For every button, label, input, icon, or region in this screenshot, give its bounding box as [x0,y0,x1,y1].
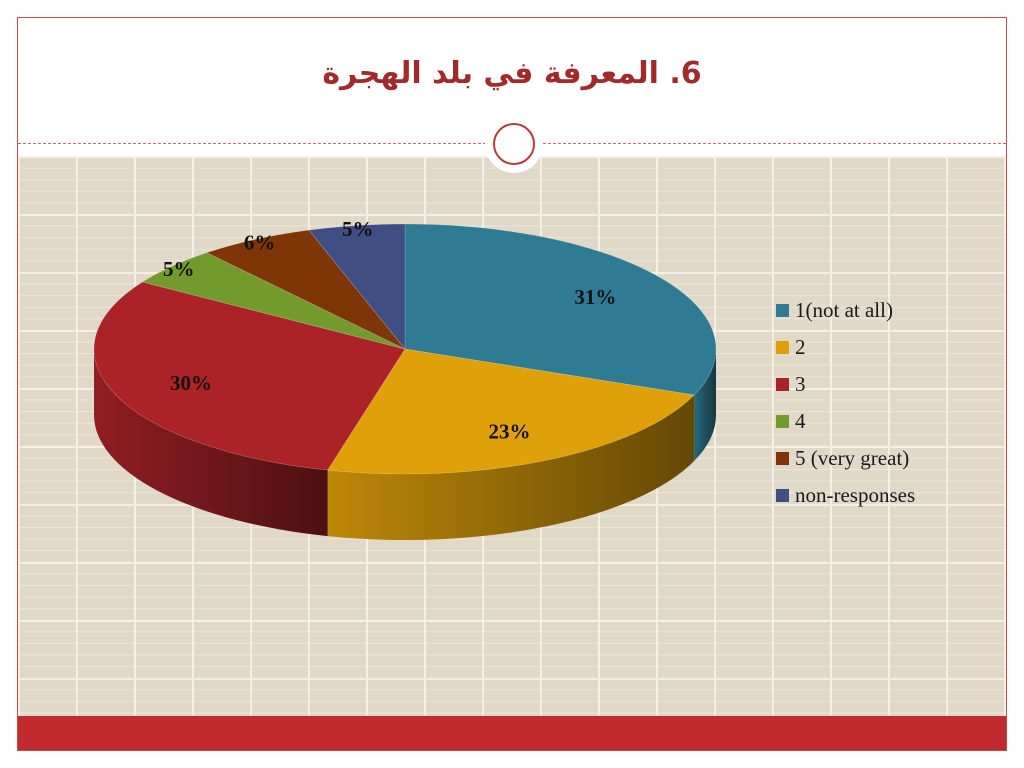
legend-label-2: 3 [795,372,806,396]
bottom-bar [18,716,1006,750]
legend-swatch-1 [776,340,789,354]
pie-slice-4 [205,229,406,350]
pie-slice-3 [141,252,406,350]
data-label-5: 5% [342,217,374,241]
legend-label-3: 4 [795,409,806,433]
pie-slice-2 [93,281,406,471]
legend-item-4: 5 (very great) [776,440,915,477]
legend-label-4: 5 (very great) [795,446,910,470]
data-label-3: 5% [163,257,195,281]
pie-top [93,223,717,475]
legend-label-5: non-responses [795,483,916,507]
legend-item-5: non-responses [776,477,915,514]
pie-side-1 [327,395,695,540]
legend-swatch-0 [776,303,789,317]
chart-legend: 1(not at all) 2 3 4 5 (very great) non-respon… [776,292,915,514]
pie-side-0 [694,349,716,462]
legend-swatch-3 [776,414,789,428]
legend-swatch-5 [776,488,789,502]
legend-item-1: 2 [776,329,915,366]
legend-label-1: 2 [795,335,806,359]
legend-item-3: 4 [776,403,915,440]
data-label-4: 6% [244,231,276,255]
data-label-0: 31% [574,285,616,309]
legend-label-0: 1(not at all) [795,298,893,322]
pie-side-2 [94,349,328,537]
data-label-1: 23% [488,419,530,443]
slide-title: 6. المعرفة في بلد الهجرة [322,56,702,91]
legend-item-2: 3 [776,366,915,403]
pie-slice-5 [308,223,406,350]
legend-swatch-2 [776,377,789,391]
pie-side-walls [94,349,716,540]
legend-item-0: 1(not at all) [776,292,915,329]
decorative-circle-icon [485,115,543,173]
pie-slice-0 [404,223,717,396]
ring-icon [493,123,535,165]
data-label-2: 30% [170,371,212,395]
pie-slice-1 [327,348,695,475]
legend-swatch-4 [776,451,789,465]
pie-labels: 31% 23% 30% 5% 6% 5% [163,217,616,443]
